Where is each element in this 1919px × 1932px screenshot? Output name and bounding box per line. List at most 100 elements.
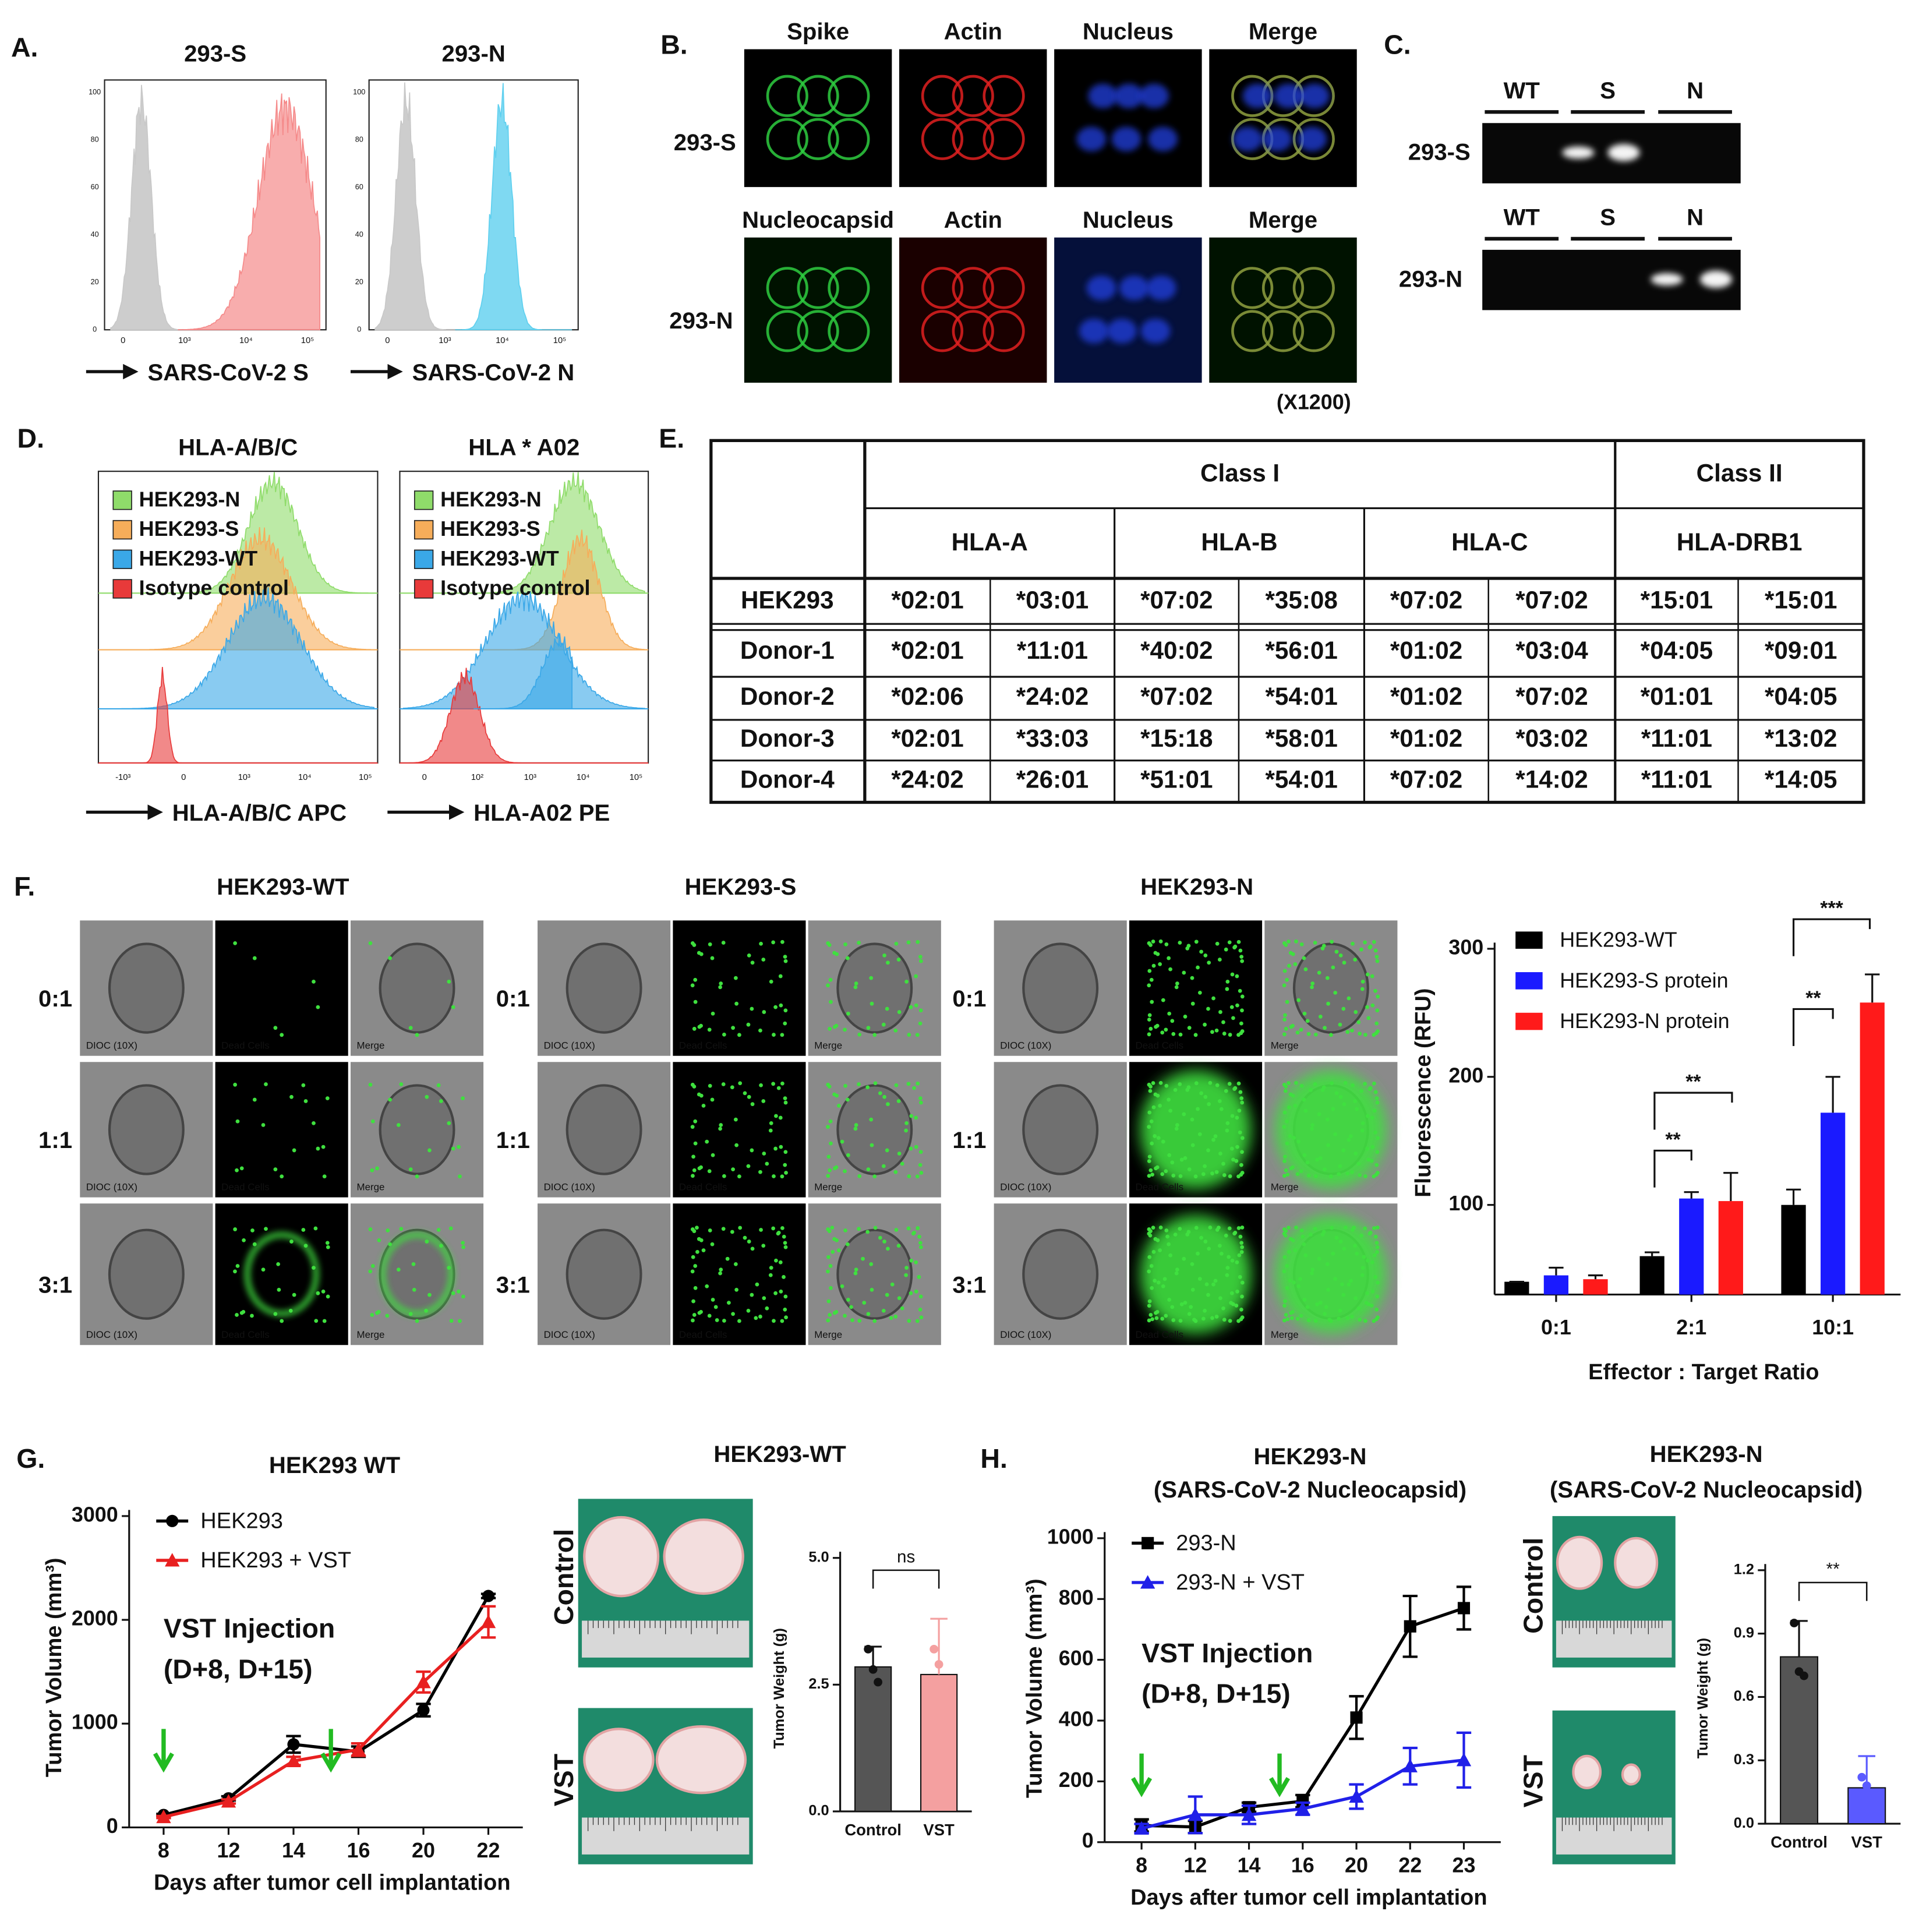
micro-cells xyxy=(244,1231,320,1317)
dead-cell xyxy=(769,1266,773,1270)
dead-cell xyxy=(830,1225,835,1230)
dead-cell xyxy=(1240,959,1245,963)
dead-cell xyxy=(1227,940,1232,945)
x-tick-label: VST xyxy=(1851,1833,1883,1851)
legend-swatch xyxy=(112,549,132,569)
dead-cell xyxy=(832,951,837,955)
dead-cell xyxy=(743,1235,747,1240)
spheroid xyxy=(379,942,455,1034)
dead-cell xyxy=(886,960,890,965)
cell xyxy=(828,118,870,160)
data-point xyxy=(1867,1809,1876,1818)
dead-cell xyxy=(918,1008,923,1013)
spheroid xyxy=(108,1228,185,1320)
nucleus xyxy=(1086,276,1116,301)
dead-cell xyxy=(436,1083,441,1087)
table-cell: *07:02 xyxy=(1515,683,1588,710)
dead-cell xyxy=(1164,1027,1168,1032)
tumor xyxy=(1572,1754,1602,1789)
dead-cell xyxy=(771,940,776,945)
dead-cell xyxy=(273,1026,278,1030)
dead-cell xyxy=(1282,1231,1287,1236)
table-cell: *56:01 xyxy=(1265,637,1337,664)
dead-cell xyxy=(719,1267,723,1272)
tumor xyxy=(655,1725,747,1795)
x-tick-label: 10² xyxy=(471,773,483,782)
photo-label: Control xyxy=(549,1529,579,1625)
dead-cell xyxy=(843,1027,847,1032)
dead-cell xyxy=(1285,999,1289,1004)
dead-cell xyxy=(843,1313,847,1318)
dead-cell xyxy=(914,1289,918,1294)
micro-cells xyxy=(233,1082,330,1179)
dead-cell xyxy=(396,1123,401,1127)
dead-cell xyxy=(1345,1030,1350,1034)
dead-cell xyxy=(1359,947,1363,952)
significance-bracket xyxy=(872,1569,940,1589)
image-caption: DIOC (10X) xyxy=(1000,1181,1051,1192)
dead-cell xyxy=(765,1161,769,1166)
dead-cell xyxy=(889,1316,893,1320)
table-cell: *24:02 xyxy=(891,766,963,793)
dead-cell xyxy=(1328,1033,1333,1037)
dead-mass xyxy=(1140,1215,1252,1334)
table-cell: *07:02 xyxy=(1140,683,1213,710)
dead-cell xyxy=(768,1128,773,1133)
dead-cell xyxy=(1341,1006,1346,1011)
micro-cells xyxy=(233,941,320,1037)
significance: ** xyxy=(1805,987,1821,1009)
dead-cell xyxy=(457,1145,461,1149)
dead-cell xyxy=(1299,1027,1303,1032)
nucleus xyxy=(1076,126,1107,151)
dead-cell xyxy=(737,1319,741,1323)
dead-cell xyxy=(919,1315,924,1320)
dead-cell xyxy=(918,1294,923,1299)
dead-cell xyxy=(750,1292,754,1297)
dead-cell xyxy=(301,1083,306,1087)
dead-cell xyxy=(1239,1172,1243,1177)
table-cell: *04:05 xyxy=(1641,637,1713,664)
dead-cell xyxy=(857,1319,862,1323)
dead-cell xyxy=(1238,1090,1243,1094)
dead-cell xyxy=(425,1094,429,1099)
image-caption: DIOC (10X) xyxy=(544,1181,595,1192)
axis-label: SARS-CoV-2 N xyxy=(412,359,575,386)
table-cell: *51:01 xyxy=(1140,766,1213,793)
y-tick-label: 1.2 xyxy=(1734,1562,1754,1578)
table-header: HLA-C xyxy=(1451,528,1528,556)
dead-cell xyxy=(1373,1090,1378,1094)
dead-cell xyxy=(861,1256,865,1261)
dead-cell xyxy=(897,1152,902,1156)
chart-title: HEK293 WT xyxy=(269,1452,401,1478)
dead-cell xyxy=(316,1146,320,1151)
dead-cell xyxy=(277,1288,281,1292)
dead-cell xyxy=(241,1309,246,1314)
dead-cell xyxy=(773,1146,778,1151)
dead-cell xyxy=(697,951,701,955)
nucleus xyxy=(1139,83,1169,108)
dead-cell xyxy=(1374,1021,1379,1026)
nucleus xyxy=(1262,126,1292,151)
image-caption: Dead Cells xyxy=(221,1040,270,1051)
image-title: HEK293-WT xyxy=(217,874,349,900)
legend-label: 293-N + VST xyxy=(1176,1570,1305,1595)
dead-cell xyxy=(1175,981,1179,986)
cell xyxy=(921,267,964,309)
dead-cell xyxy=(1224,947,1228,952)
legend-label: HEK293-N protein xyxy=(1560,1009,1729,1033)
dead-cell xyxy=(783,1096,787,1101)
dead-cell xyxy=(718,1126,722,1131)
dead-cell xyxy=(1229,1005,1234,1009)
micro-cells xyxy=(921,75,1025,160)
table-cell: *09:01 xyxy=(1765,637,1837,664)
dead-cell xyxy=(396,1267,401,1272)
dead-cell xyxy=(1374,1317,1379,1322)
chart-title: HEK293-N xyxy=(1253,1443,1366,1470)
dead-cell xyxy=(1323,1026,1327,1030)
bar xyxy=(854,1666,892,1813)
dead-cell xyxy=(1288,951,1293,955)
dead-cell xyxy=(886,1102,890,1107)
dead-cell xyxy=(461,1096,465,1101)
dead-cell xyxy=(1151,1081,1155,1085)
dead-cell xyxy=(885,1292,889,1297)
